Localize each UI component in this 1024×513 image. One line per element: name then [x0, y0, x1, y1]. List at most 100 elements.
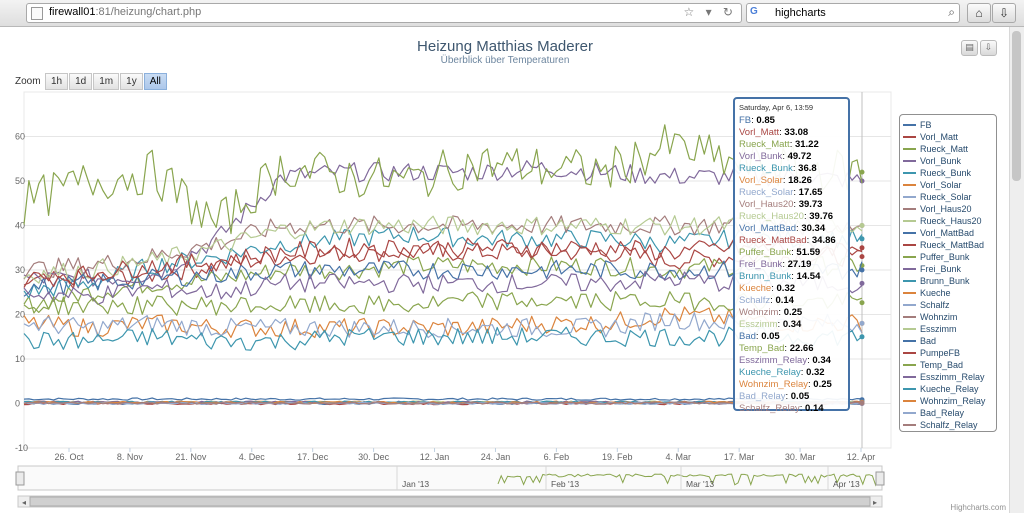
navigator-label: Jan '13	[402, 479, 429, 489]
tooltip-separator: :	[778, 307, 784, 318]
tooltip-value: 0.05	[761, 331, 780, 342]
tooltip-separator: :	[796, 223, 802, 234]
legend-item[interactable]: Esszimm_Relay	[903, 371, 996, 383]
tooltip-row: Rueck_Matt: 31.22	[739, 139, 844, 151]
series-line	[23, 255, 863, 314]
legend-item[interactable]: Rueck_Solar	[903, 191, 996, 203]
legend-item[interactable]: Vorl_Haus20	[903, 203, 996, 215]
x-tick-label: 4. Mar	[665, 452, 691, 462]
legend-item[interactable]: Wohnzim	[903, 311, 996, 323]
legend-swatch	[903, 412, 916, 414]
legend-label: Vorl_Bunk	[920, 156, 962, 166]
legend-swatch	[903, 256, 916, 258]
home-icon[interactable]: ⌂	[967, 3, 991, 23]
legend-label: Rueck_Matt	[920, 144, 969, 154]
tooltip-row: Kueche: 0.32	[739, 283, 844, 295]
tooltip-value: 0.34	[812, 355, 831, 366]
legend-label: Brunn_Bunk	[920, 276, 970, 286]
legend-item[interactable]: Vorl_Bunk	[903, 155, 996, 167]
tooltip-separator: :	[755, 331, 762, 342]
tooltip-series-name: FB	[739, 115, 752, 126]
legend-item[interactable]: Esszimm	[903, 323, 996, 335]
legend-item[interactable]: Kueche_Relay	[903, 383, 996, 395]
legend-item[interactable]: Wohnzim_Relay	[903, 395, 996, 407]
zoom-button-1m[interactable]: 1m	[93, 73, 120, 90]
tooltip-value: 22.66	[789, 343, 814, 354]
tooltip-separator: :	[789, 139, 795, 150]
tooltip-value: 27.19	[787, 259, 812, 270]
x-tick-label: 30. Dec	[358, 452, 390, 462]
series-line	[23, 124, 863, 235]
legend-item[interactable]: Vorl_MattBad	[903, 227, 996, 239]
tooltip-series-name: Bad_Relay	[739, 391, 786, 402]
tooltip-separator: :	[777, 319, 783, 330]
x-tick-label: 17. Mar	[724, 452, 755, 462]
tooltip-row: Vorl_MattBad: 30.34	[739, 223, 844, 235]
legend-item[interactable]: Bad	[903, 335, 996, 347]
legend-item[interactable]: Schalfz_Relay	[903, 419, 996, 431]
search-icon[interactable]: ⌕	[948, 5, 955, 19]
zoom-button-1h[interactable]: 1h	[45, 73, 69, 90]
tooltip-value: 0.14	[775, 295, 794, 306]
legend-item[interactable]: Rueck_MattBad	[903, 239, 996, 251]
zoom-button-1d[interactable]: 1d	[69, 73, 93, 90]
tooltip-row: Vorl_Bunk: 49.72	[739, 151, 844, 163]
legend-item[interactable]: PumpeFB	[903, 347, 996, 359]
download-icon[interactable]: ⇩	[992, 3, 1016, 23]
legend-swatch	[903, 148, 916, 150]
tooltip-value: 17.65	[798, 187, 823, 198]
print-icon[interactable]: ▤	[961, 40, 978, 56]
legend-item[interactable]: Rueck_Haus20	[903, 215, 996, 227]
legend-swatch	[903, 196, 916, 198]
legend-label: Frei_Bunk	[920, 264, 962, 274]
navigator-scrollbar-thumb	[29, 496, 871, 507]
tooltip-row: Vorl_Haus20: 39.73	[739, 199, 844, 211]
legend-item[interactable]: Bad_Relay	[903, 407, 996, 419]
y-tick-label: -10	[15, 443, 28, 453]
legend-item[interactable]: Kueche	[903, 287, 996, 299]
legend-label: Schalfz_Relay	[920, 420, 978, 430]
legend-item[interactable]: Vorl_Solar	[903, 179, 996, 191]
tooltip-row: Schalfz: 0.14	[739, 295, 844, 307]
search-bar[interactable]: G highcharts ⌕	[746, 3, 960, 23]
legend-label: Vorl_Haus20	[920, 204, 972, 214]
scrollbar-thumb[interactable]	[1012, 31, 1021, 181]
scroll-right-icon: ▸	[873, 498, 877, 507]
tooltip-row: Bad_Relay: 0.05	[739, 391, 844, 403]
legend-item[interactable]: Schalfz	[903, 299, 996, 311]
tooltip-value: 36.8	[798, 163, 817, 174]
zoom-button-1y[interactable]: 1y	[120, 73, 143, 90]
url-bar[interactable]: firewall01:81/heizung/chart.php ☆ ▾ ↻	[26, 3, 742, 23]
legend-label: Wohnzim	[920, 312, 958, 322]
tooltip-value: 14.54	[796, 271, 821, 282]
legend-item[interactable]: Brunn_Bunk	[903, 275, 996, 287]
legend-item[interactable]: Rueck_Bunk	[903, 167, 996, 179]
page-scrollbar[interactable]	[1009, 27, 1024, 513]
google-icon[interactable]: G	[750, 6, 758, 17]
tooltip-series-name: Rueck_Bunk	[739, 163, 793, 174]
series-point	[859, 236, 865, 242]
tooltip-separator: :	[779, 127, 785, 138]
legend-item[interactable]: Frei_Bunk	[903, 263, 996, 275]
series-line	[23, 270, 863, 305]
tooltip-value: 0.34	[782, 319, 802, 330]
tooltip-separator: :	[771, 283, 777, 294]
x-tick-label: 12. Jan	[420, 452, 450, 462]
legend-item[interactable]: Puffer_Bunk	[903, 251, 996, 263]
export-download-icon[interactable]: ⇩	[980, 40, 997, 56]
legend-item[interactable]: Temp_Bad	[903, 359, 996, 371]
tooltip-series-name: Puffer_Bunk	[739, 247, 792, 258]
search-input[interactable]: highcharts	[775, 7, 826, 19]
legend-item[interactable]: Rueck_Matt	[903, 143, 996, 155]
legend-item[interactable]: FB	[903, 119, 996, 131]
tooltip-row: Bad: 0.05	[739, 331, 844, 343]
credits-link[interactable]: Highcharts.com	[950, 503, 1006, 512]
legend-swatch	[903, 424, 916, 426]
chart-legend: FB Vorl_Matt Rueck_Matt Vorl_Bunk Rueck_Bunk…	[899, 114, 997, 432]
url-buttons[interactable]: ☆ ▾ ↻	[683, 5, 737, 19]
page-icon	[31, 7, 43, 20]
zoom-button-all[interactable]: All	[143, 73, 167, 90]
legend-swatch	[903, 220, 916, 222]
legend-swatch	[903, 304, 916, 306]
legend-item[interactable]: Vorl_Matt	[903, 131, 996, 143]
